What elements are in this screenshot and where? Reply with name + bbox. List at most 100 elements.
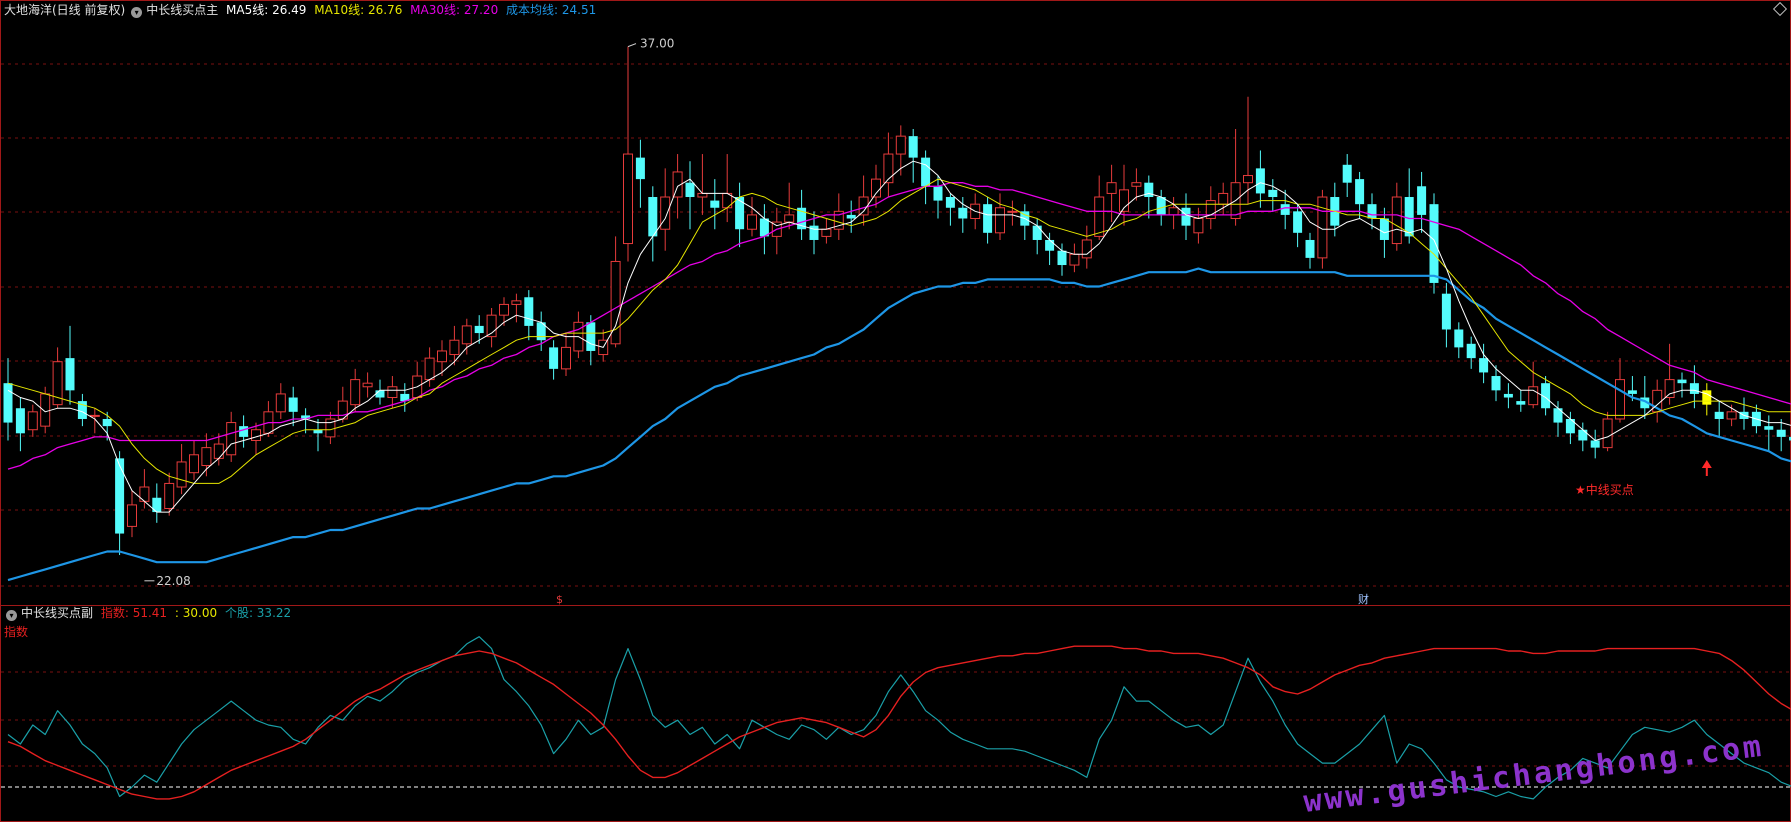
candle-body — [623, 153, 633, 245]
candle — [1193, 207, 1204, 244]
candle-body — [685, 182, 695, 198]
sub-panel-header: ▾ 中长线买点副 指数: 51.41 : 30.00 个股: 33.22 — [4, 605, 295, 621]
candle-body — [1293, 211, 1303, 233]
sub-indicator-name[interactable]: 中长线买点副 — [21, 606, 94, 620]
main-indicator-name[interactable]: 中长线买点主 — [146, 3, 219, 17]
candle — [474, 315, 484, 344]
candle — [1243, 96, 1253, 205]
candle-body — [1205, 200, 1216, 219]
buy-arrow-icon — [1701, 460, 1712, 468]
candle-body — [1776, 429, 1786, 437]
candle — [1541, 376, 1551, 416]
candle — [337, 386, 348, 423]
candle — [1230, 128, 1241, 226]
candle — [1466, 336, 1476, 369]
candle — [152, 483, 162, 523]
event-marker-cai[interactable]: 财 — [1358, 592, 1369, 606]
candle — [461, 318, 472, 355]
candle — [573, 311, 584, 359]
candle — [1305, 232, 1315, 269]
candle-body — [549, 347, 559, 369]
candle-body — [275, 393, 286, 413]
candle — [635, 139, 645, 208]
candle — [362, 372, 373, 398]
level-value: : 30.00 — [174, 606, 218, 620]
candle — [1007, 200, 1018, 226]
candle-body — [983, 204, 993, 233]
candle-body — [1156, 197, 1166, 215]
candle-body — [1342, 164, 1352, 183]
collapse-icon[interactable]: ▾ — [6, 610, 17, 621]
sub-panel-series-tag: 指数 — [4, 625, 29, 639]
ma5-value: MA5线: 26.49 — [226, 3, 307, 17]
candle — [895, 125, 906, 176]
stock-name[interactable]: 大地海洋(日线 前复权) — [4, 3, 126, 17]
candle — [549, 340, 559, 380]
candle-body — [1454, 329, 1464, 348]
candle — [499, 297, 509, 326]
candle — [883, 132, 894, 198]
candle — [648, 186, 658, 262]
candle-body — [995, 207, 1005, 234]
candle-body — [610, 260, 621, 345]
moving-average-lines — [7, 160, 1791, 582]
candle — [1181, 193, 1191, 240]
event-marker-s[interactable]: $ — [556, 593, 563, 606]
candle — [1391, 182, 1402, 251]
candle — [350, 368, 361, 412]
candle-body — [461, 325, 472, 345]
candlestick-series — [3, 46, 1791, 556]
candle-body — [735, 197, 745, 230]
index-line — [7, 645, 1791, 800]
candle — [995, 193, 1005, 240]
candle — [710, 179, 720, 230]
collapse-icon[interactable]: ▾ — [131, 7, 143, 18]
candle — [1565, 411, 1575, 445]
candle — [176, 444, 187, 495]
buy-point-label: ★中线买点 — [1575, 482, 1634, 497]
candle — [1578, 422, 1588, 452]
candle-body — [1144, 182, 1154, 198]
candle — [1045, 232, 1055, 266]
candle — [77, 393, 87, 427]
candle-body — [400, 393, 410, 402]
candle-body — [672, 171, 683, 198]
candle-body — [189, 454, 199, 474]
candle — [27, 404, 38, 437]
candle-body — [1441, 293, 1451, 330]
ma5-line — [7, 160, 1791, 513]
candle-body — [375, 390, 385, 398]
candle-body — [586, 322, 596, 351]
ma10-value: MA10线: 26.76 — [314, 3, 403, 17]
candle — [1255, 150, 1265, 208]
candle-body — [759, 218, 769, 237]
candle — [127, 490, 137, 538]
candle-body — [1528, 386, 1539, 406]
candle-body — [809, 225, 819, 240]
candle-body — [1689, 383, 1699, 394]
cost-line — [7, 267, 1791, 582]
candle — [1094, 175, 1105, 240]
candle-body — [1714, 411, 1724, 419]
candle — [598, 329, 609, 362]
candle-body — [499, 303, 509, 316]
candle-body — [958, 207, 968, 219]
candle-body — [3, 383, 13, 423]
candle — [449, 325, 460, 366]
candle-body — [176, 461, 187, 488]
candle-body — [1131, 182, 1142, 187]
candle-body — [115, 458, 125, 534]
candle — [1590, 429, 1600, 459]
candle — [1268, 179, 1278, 212]
candle-body — [239, 426, 249, 437]
candle-body — [102, 418, 112, 427]
main-panel-header: 大地海洋(日线 前复权) ▾ 中长线买点主 MA5线: 26.49 MA10线: 2… — [4, 2, 600, 18]
oscillator-lines — [7, 636, 1791, 800]
candle-body — [127, 504, 137, 527]
candle-body — [1317, 196, 1328, 259]
candle-body — [1615, 379, 1625, 420]
candle — [759, 204, 769, 255]
candle-body — [821, 228, 832, 237]
candle — [858, 175, 869, 226]
